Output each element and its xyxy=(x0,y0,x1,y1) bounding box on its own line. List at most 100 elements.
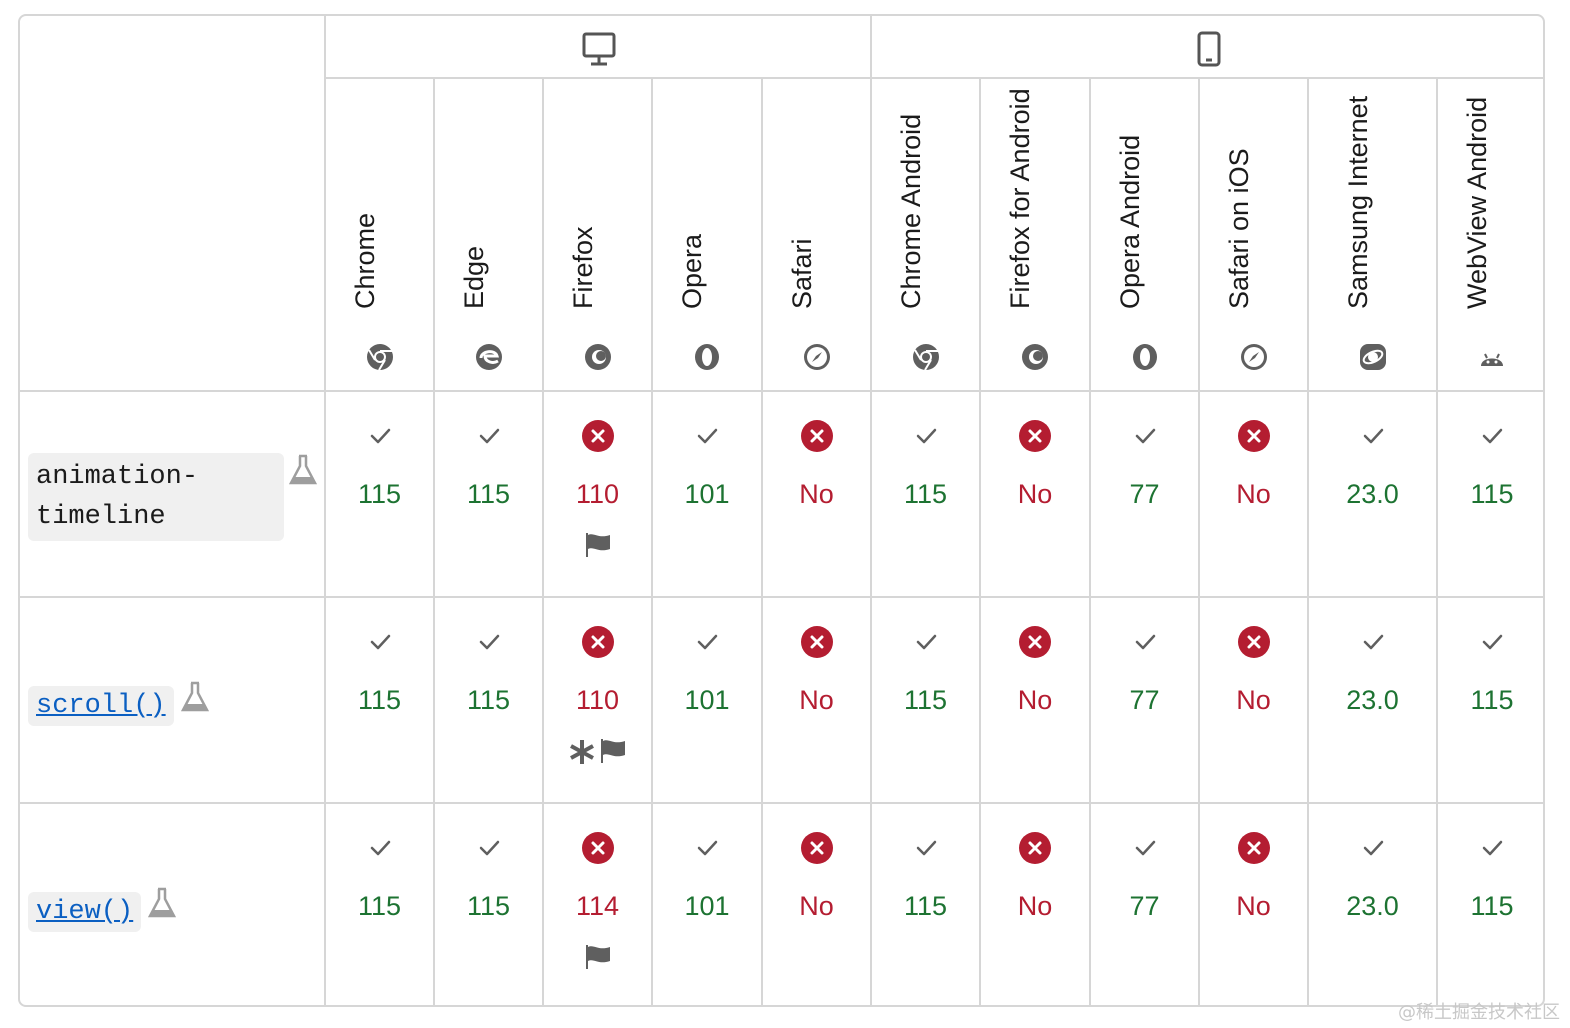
version-label: 110 xyxy=(575,685,620,715)
check-icon xyxy=(370,840,390,856)
watermark: @稀土掘金技术社区 xyxy=(1398,1002,1560,1023)
version-label: No xyxy=(1017,479,1053,509)
support-cell[interactable]: 110 xyxy=(543,391,652,597)
support-cell[interactable]: 115 xyxy=(871,597,980,803)
column-divider xyxy=(433,78,435,1005)
support-cell[interactable]: 101 xyxy=(652,597,762,803)
browser-header: Safari on iOS xyxy=(1199,80,1308,392)
column-divider xyxy=(324,16,326,1005)
browser-name-label: Firefox for Android xyxy=(1005,88,1035,309)
row-divider xyxy=(20,390,1543,392)
check-icon xyxy=(1363,634,1383,650)
support-cell[interactable]: 115 xyxy=(871,803,980,1005)
support-cell[interactable]: No xyxy=(762,803,871,1005)
support-cell[interactable]: 23.0 xyxy=(1308,597,1437,803)
feature-cell: view() xyxy=(20,803,324,1005)
version-label: 115 xyxy=(903,891,948,921)
version-label: 115 xyxy=(903,479,948,509)
support-cell[interactable]: 115 xyxy=(1437,803,1543,1005)
version-label: No xyxy=(1236,479,1271,509)
browser-header: Opera xyxy=(652,80,762,392)
check-icon xyxy=(1482,634,1503,650)
support-cell[interactable]: 115 xyxy=(1437,597,1543,803)
browser-name: Edge xyxy=(459,246,504,309)
support-cell[interactable]: 101 xyxy=(652,391,762,597)
support-cell[interactable]: No xyxy=(762,391,871,597)
version-label: 77 xyxy=(1129,891,1160,921)
support-cell[interactable]: 23.0 xyxy=(1308,391,1437,597)
column-divider xyxy=(979,78,981,1005)
support-notes xyxy=(543,943,652,973)
browser-name: WebView Android xyxy=(1462,97,1507,309)
support-cell[interactable]: No xyxy=(980,803,1090,1005)
browser-name-label: Opera xyxy=(677,233,707,309)
android-icon xyxy=(1481,353,1503,366)
column-divider xyxy=(870,16,872,1005)
version-label: No xyxy=(1017,685,1053,715)
support-cell[interactable]: 77 xyxy=(1090,597,1199,803)
feature-link[interactable]: view() xyxy=(36,897,134,927)
version-label: 23.0 xyxy=(1346,479,1399,509)
check-icon xyxy=(916,634,936,650)
samsung-icon xyxy=(1359,344,1386,370)
support-cell[interactable]: No xyxy=(1199,391,1308,597)
support-cell[interactable]: 115 xyxy=(325,597,434,803)
browser-name-label: Samsung Internet xyxy=(1342,95,1373,309)
browser-name: Safari on iOS xyxy=(1224,148,1269,309)
support-cell[interactable]: 115 xyxy=(434,597,543,803)
column-divider xyxy=(1089,78,1091,1005)
feature-cell: scroll() xyxy=(20,597,324,803)
version-label: No xyxy=(1236,685,1271,715)
version-label: No xyxy=(1236,891,1271,921)
feature-name[interactable]: scroll() xyxy=(28,686,174,726)
support-cell[interactable]: 115 xyxy=(325,803,434,1005)
browser-header: Opera Android xyxy=(1090,80,1199,392)
support-cell[interactable]: 101 xyxy=(652,803,762,1005)
support-cell[interactable]: 23.0 xyxy=(1308,803,1437,1005)
row-divider xyxy=(20,596,1543,598)
version-label: 101 xyxy=(684,685,730,715)
version-label: 101 xyxy=(684,479,730,509)
browser-name-label: WebView Android xyxy=(1462,96,1492,309)
support-cell[interactable]: No xyxy=(1199,803,1308,1005)
feature-name: animation-timeline xyxy=(28,453,284,541)
support-cell[interactable]: No xyxy=(980,391,1090,597)
browser-header: Samsung Internet xyxy=(1308,80,1437,392)
support-cell[interactable]: 115 xyxy=(434,803,543,1005)
chrome-icon xyxy=(366,344,393,371)
browser-name: Chrome xyxy=(350,213,395,309)
support-cell[interactable]: 114 xyxy=(543,803,652,1005)
support-cell[interactable]: 115 xyxy=(871,391,980,597)
support-cell[interactable]: No xyxy=(980,597,1090,803)
check-icon xyxy=(1135,428,1155,444)
support-cell[interactable]: 115 xyxy=(434,391,543,597)
support-notes xyxy=(543,737,652,767)
version-label: 77 xyxy=(1129,479,1160,509)
version-label: 23.0 xyxy=(1346,891,1399,921)
feature-name[interactable]: view() xyxy=(28,892,142,932)
support-cell[interactable]: 115 xyxy=(325,391,434,597)
support-cell[interactable]: No xyxy=(762,597,871,803)
browser-header: Safari xyxy=(762,80,871,392)
row-divider xyxy=(20,802,1543,804)
version-label: 115 xyxy=(357,891,402,921)
support-cell[interactable]: No xyxy=(1199,597,1308,803)
cross-icon xyxy=(1237,832,1270,864)
browser-name: Chrome Android xyxy=(896,114,941,309)
version-label: 101 xyxy=(684,891,730,921)
check-icon xyxy=(370,634,390,650)
browser-name-label: Safari xyxy=(786,238,817,309)
support-cell[interactable]: 77 xyxy=(1090,803,1199,1005)
check-icon xyxy=(479,840,499,856)
support-cell[interactable]: 115 xyxy=(1437,391,1543,597)
browser-name: Firefox for Android xyxy=(1005,88,1050,309)
support-cell[interactable]: 110 xyxy=(543,597,652,803)
firefox-icon xyxy=(584,344,611,370)
feature-link[interactable]: scroll() xyxy=(36,691,166,721)
browser-name-label: Edge xyxy=(458,245,489,309)
flag-icon xyxy=(585,945,610,969)
check-icon xyxy=(479,428,499,444)
check-icon xyxy=(1363,428,1383,444)
feature-name-line: timeline xyxy=(36,502,166,532)
support-cell[interactable]: 77 xyxy=(1090,391,1199,597)
